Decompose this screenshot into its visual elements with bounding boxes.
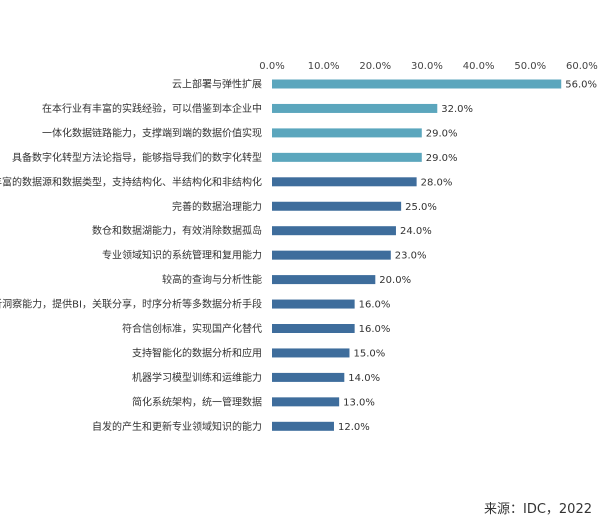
category-label: 自发的产生和更新专业领域知识的能力 (92, 420, 262, 433)
x-tick-label: 20.0% (359, 61, 391, 72)
bar (272, 226, 396, 236)
x-tick-label: 40.0% (463, 61, 495, 72)
bar (272, 348, 350, 358)
value-label: 14.0% (348, 373, 380, 384)
bar (272, 397, 340, 407)
category-labels: 云上部署与弹性扩展在本行业有丰富的实践经验，可以借鉴到本企业中一体化数据链路能力… (0, 78, 262, 433)
category-label: 数仓和数据湖能力，有效消除数据孤岛 (92, 224, 262, 237)
value-label: 23.0% (395, 251, 427, 262)
value-label: 20.0% (379, 275, 411, 286)
value-label: 32.0% (441, 104, 473, 115)
bar (272, 372, 345, 382)
value-labels: 56.0% 32.0% 29.0% 29.0% 28.0% 25.0% 24.0% 23.0%… (338, 80, 597, 433)
source-note: 来源：IDC，2022 (483, 502, 592, 517)
bar (272, 103, 438, 113)
value-label: 56.0% (565, 80, 597, 91)
category-label: 符合信创标准，实现国产化替代 (122, 322, 262, 335)
x-tick-label: 30.0% (411, 61, 443, 72)
category-label: 具备数字化转型方法论指导，能够指导我们的数字化转型 (12, 151, 262, 164)
bar (272, 128, 422, 138)
category-label: 分析洞察能力，提供BI，关联分享，时序分析等多数据分析手段 (0, 298, 262, 311)
x-axis-ticks: 0.0% 10.0% 20.0% 30.0% 40.0% 50.0% 60.0% (259, 61, 597, 72)
bar (272, 324, 355, 333)
value-label: 24.0% (400, 226, 432, 237)
value-label: 12.0% (338, 422, 370, 433)
category-label: 完善的数据治理能力 (172, 200, 262, 213)
x-tick-label: 0.0% (259, 61, 284, 72)
bar (272, 152, 422, 162)
category-label: 专业领域知识的系统管理和复用能力 (102, 249, 262, 262)
category-label: 一体化数据链路能力，支撑端到端的数据价值实现 (42, 126, 262, 139)
category-label: 简化系统架构，统一管理数据 (132, 395, 262, 408)
x-tick-label: 10.0% (308, 61, 340, 72)
value-label: 29.0% (426, 153, 458, 164)
value-label: 16.0% (359, 324, 391, 335)
value-label: 13.0% (343, 397, 375, 408)
x-tick-label: 50.0% (514, 61, 546, 72)
bar (272, 299, 355, 309)
bar (272, 79, 562, 89)
category-label: 支持智能化的数据分析和应用 (132, 346, 262, 359)
bar (272, 250, 391, 260)
bar-chart: 0.0% 10.0% 20.0% 30.0% 40.0% 50.0% 60.0% 云上部署与… (0, 61, 598, 433)
value-label: 29.0% (426, 128, 458, 139)
category-label: 在本行业有丰富的实践经验，可以借鉴到本企业中 (42, 102, 262, 115)
bars (272, 79, 562, 431)
category-label: 丰富的数据源和数据类型，支持结构化、半结构化和非结构化 (0, 175, 262, 188)
bar (272, 421, 334, 431)
x-tick-label: 60.0% (566, 61, 598, 72)
value-label: 25.0% (405, 202, 437, 213)
value-label: 16.0% (359, 300, 391, 311)
category-label: 机器学习模型训练和运维能力 (132, 371, 262, 384)
category-label: 云上部署与弹性扩展 (172, 78, 262, 91)
bar (272, 201, 402, 211)
value-label: 15.0% (353, 348, 385, 359)
category-label: 较高的查询与分析性能 (162, 273, 262, 286)
bar (272, 177, 417, 187)
value-label: 28.0% (421, 177, 453, 188)
bar (272, 275, 376, 285)
